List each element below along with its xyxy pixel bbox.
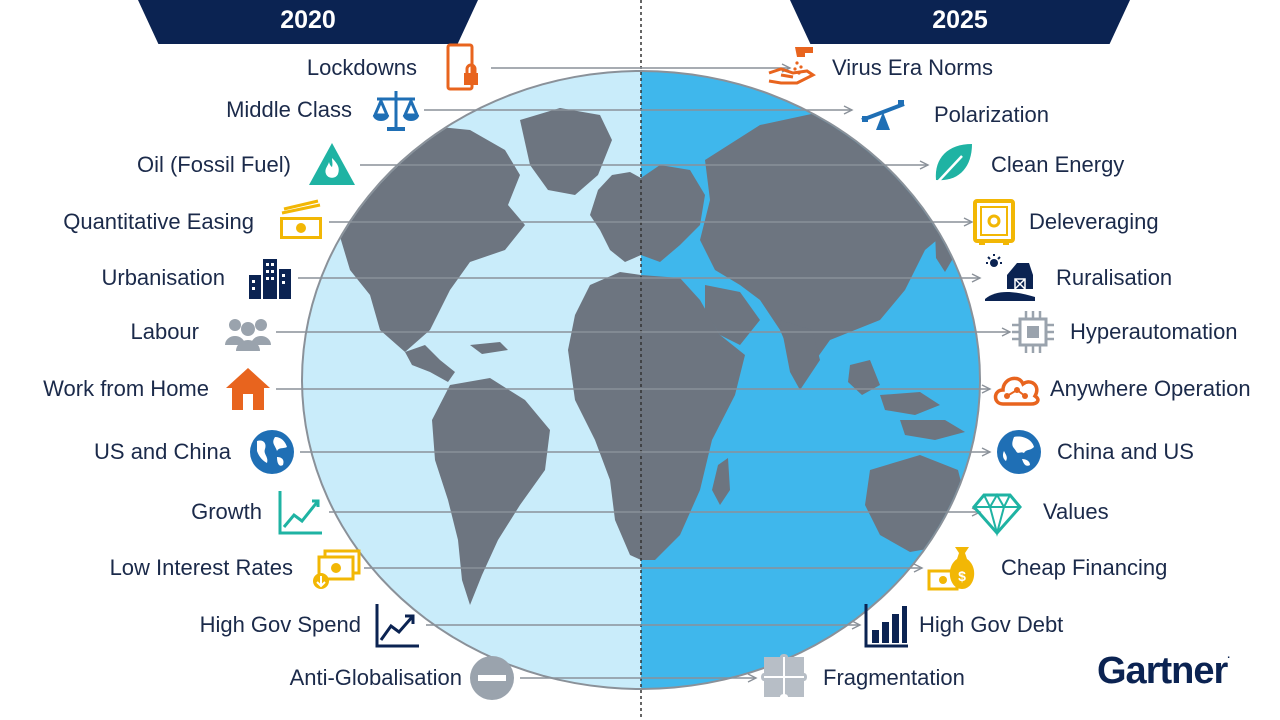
- connector-arrow-6: [1001, 327, 1012, 337]
- bar-chart-icon: [862, 600, 912, 650]
- connector-lines: [276, 63, 1012, 683]
- trend-2020-label: Anti-Globalisation: [289, 665, 462, 690]
- trend-2020-label: Work from Home: [43, 376, 209, 401]
- globe-icon: [247, 427, 297, 477]
- gartner-logo: Gartner.: [1097, 650, 1231, 692]
- leaf-icon: [928, 140, 978, 190]
- connector-arrow-12: [747, 673, 758, 683]
- globe-asia-icon: [994, 427, 1044, 477]
- fire-warning-icon: [307, 140, 357, 190]
- phone-lock-icon: [438, 43, 488, 93]
- year-label-2020: 2020: [280, 5, 336, 34]
- puzzle-icon: [760, 653, 810, 703]
- trend-2020-label: Quantitative Easing: [63, 209, 254, 234]
- trend-2020-label: Urbanisation: [101, 265, 225, 290]
- year-banner-2025: 2025: [790, 0, 1130, 44]
- cash-down-icon: [311, 543, 361, 593]
- trend-2025-label: Fragmentation: [823, 665, 965, 690]
- trend-2020-label: US and China: [94, 439, 231, 464]
- year-label-2025: 2025: [932, 5, 988, 34]
- connector-arrow-3: [919, 160, 930, 170]
- balance-scale-icon: [371, 85, 421, 135]
- connector-arrow-10: [913, 563, 924, 573]
- connector-arrow-4: [963, 217, 974, 227]
- trend-2025-label: Hyperautomation: [1070, 319, 1238, 344]
- microchip-icon: [1008, 307, 1058, 357]
- trend-2020-label: Middle Class: [226, 97, 352, 122]
- trend-2025-label: High Gov Debt: [919, 612, 1064, 637]
- continents: [338, 108, 968, 605]
- trend-2025-label: Anywhere Operation: [1050, 376, 1251, 401]
- trend-2020-label: Oil (Fossil Fuel): [136, 152, 291, 177]
- people-group-icon: [223, 307, 273, 357]
- trend-2020-label: Low Interest Rates: [109, 555, 293, 580]
- trend-2020-label: Labour: [130, 319, 199, 344]
- trend-2025-label: Polarization: [934, 102, 1049, 127]
- connector-arrow-2: [843, 105, 854, 115]
- hand-sanitizer-icon: [767, 43, 817, 93]
- trend-2025-label: China and US: [1057, 439, 1194, 464]
- connector-arrow-11: [851, 620, 862, 630]
- trend-2025-label: Clean Energy: [991, 152, 1125, 177]
- trend-2020-label: Lockdowns: [306, 55, 417, 80]
- connector-arrow-8: [981, 447, 992, 457]
- safe-icon: [969, 197, 1019, 247]
- trend-2025-label: Values: [1043, 499, 1109, 524]
- trend-2025-label: Virus Era Norms: [832, 55, 993, 80]
- seesaw-icon: [858, 90, 908, 140]
- trend-2025-label: Deleveraging: [1029, 209, 1159, 234]
- trend-2025-label: Ruralisation: [1056, 265, 1173, 290]
- line-chart-icon: [276, 487, 326, 537]
- money-bag-icon: $: [927, 543, 977, 593]
- minus-circle-icon: [467, 653, 517, 703]
- trend-2020-label: Growth: [191, 499, 262, 524]
- connector-arrow-7: [981, 384, 992, 394]
- connector-arrow-5: [971, 273, 982, 283]
- money-stack-icon: [276, 197, 326, 247]
- city-buildings-icon: [245, 253, 295, 303]
- svg-text:$: $: [958, 568, 966, 584]
- house-icon: [223, 364, 273, 414]
- diamond-icon: [972, 487, 1022, 537]
- trend-2020-label: High Gov Spend: [199, 612, 361, 637]
- cloud-network-icon: [991, 364, 1041, 414]
- trend-2025-label: Cheap Financing: [1001, 555, 1168, 580]
- year-banner-2020: 2020: [138, 0, 478, 44]
- trend-up-chart-icon: [373, 600, 423, 650]
- farm-barn-icon: [985, 253, 1035, 303]
